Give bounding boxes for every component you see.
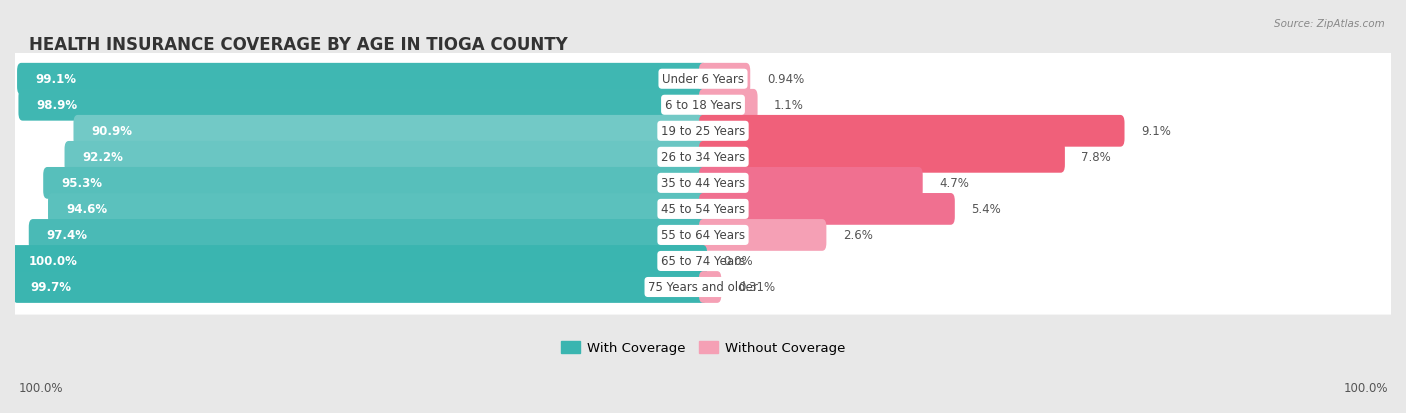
Text: 2.6%: 2.6% xyxy=(842,229,873,242)
FancyBboxPatch shape xyxy=(699,194,955,225)
Text: 1.1%: 1.1% xyxy=(775,99,804,112)
FancyBboxPatch shape xyxy=(8,208,1398,263)
FancyBboxPatch shape xyxy=(73,116,707,147)
FancyBboxPatch shape xyxy=(48,194,707,225)
Text: Under 6 Years: Under 6 Years xyxy=(662,73,744,86)
FancyBboxPatch shape xyxy=(44,168,707,199)
FancyBboxPatch shape xyxy=(17,64,707,95)
Text: 92.2%: 92.2% xyxy=(83,151,124,164)
FancyBboxPatch shape xyxy=(699,220,827,251)
Text: 100.0%: 100.0% xyxy=(18,382,63,394)
Text: 100.0%: 100.0% xyxy=(28,255,77,268)
FancyBboxPatch shape xyxy=(8,182,1398,237)
Text: 0.31%: 0.31% xyxy=(738,281,775,294)
FancyBboxPatch shape xyxy=(28,220,707,251)
Text: 9.1%: 9.1% xyxy=(1142,125,1171,138)
FancyBboxPatch shape xyxy=(8,78,1398,133)
Text: 45 to 54 Years: 45 to 54 Years xyxy=(661,203,745,216)
FancyBboxPatch shape xyxy=(13,271,707,303)
FancyBboxPatch shape xyxy=(8,234,1398,289)
Text: 35 to 44 Years: 35 to 44 Years xyxy=(661,177,745,190)
Text: 7.8%: 7.8% xyxy=(1081,151,1111,164)
FancyBboxPatch shape xyxy=(8,130,1398,185)
Text: 94.6%: 94.6% xyxy=(66,203,107,216)
FancyBboxPatch shape xyxy=(699,116,1125,147)
FancyBboxPatch shape xyxy=(699,64,751,95)
FancyBboxPatch shape xyxy=(699,168,922,199)
Text: 26 to 34 Years: 26 to 34 Years xyxy=(661,151,745,164)
Text: 0.0%: 0.0% xyxy=(724,255,754,268)
Text: 75 Years and older: 75 Years and older xyxy=(648,281,758,294)
FancyBboxPatch shape xyxy=(699,271,721,303)
FancyBboxPatch shape xyxy=(8,156,1398,211)
Text: 4.7%: 4.7% xyxy=(939,177,969,190)
Text: 99.1%: 99.1% xyxy=(35,73,76,86)
FancyBboxPatch shape xyxy=(8,104,1398,159)
FancyBboxPatch shape xyxy=(11,245,707,277)
FancyBboxPatch shape xyxy=(699,142,1064,173)
Text: 98.9%: 98.9% xyxy=(37,99,77,112)
Text: 65 to 74 Years: 65 to 74 Years xyxy=(661,255,745,268)
FancyBboxPatch shape xyxy=(8,260,1398,315)
Legend: With Coverage, Without Coverage: With Coverage, Without Coverage xyxy=(555,336,851,360)
Text: 6 to 18 Years: 6 to 18 Years xyxy=(665,99,741,112)
FancyBboxPatch shape xyxy=(65,142,707,173)
Text: 55 to 64 Years: 55 to 64 Years xyxy=(661,229,745,242)
Text: 0.94%: 0.94% xyxy=(766,73,804,86)
FancyBboxPatch shape xyxy=(8,52,1398,107)
Text: 99.7%: 99.7% xyxy=(31,281,72,294)
Text: 97.4%: 97.4% xyxy=(46,229,87,242)
Text: 95.3%: 95.3% xyxy=(60,177,103,190)
FancyBboxPatch shape xyxy=(699,90,758,121)
Text: 90.9%: 90.9% xyxy=(91,125,132,138)
Text: HEALTH INSURANCE COVERAGE BY AGE IN TIOGA COUNTY: HEALTH INSURANCE COVERAGE BY AGE IN TIOG… xyxy=(28,36,568,54)
Text: 5.4%: 5.4% xyxy=(972,203,1001,216)
Text: Source: ZipAtlas.com: Source: ZipAtlas.com xyxy=(1274,19,1385,28)
Text: 100.0%: 100.0% xyxy=(1343,382,1388,394)
FancyBboxPatch shape xyxy=(18,90,707,121)
Text: 19 to 25 Years: 19 to 25 Years xyxy=(661,125,745,138)
